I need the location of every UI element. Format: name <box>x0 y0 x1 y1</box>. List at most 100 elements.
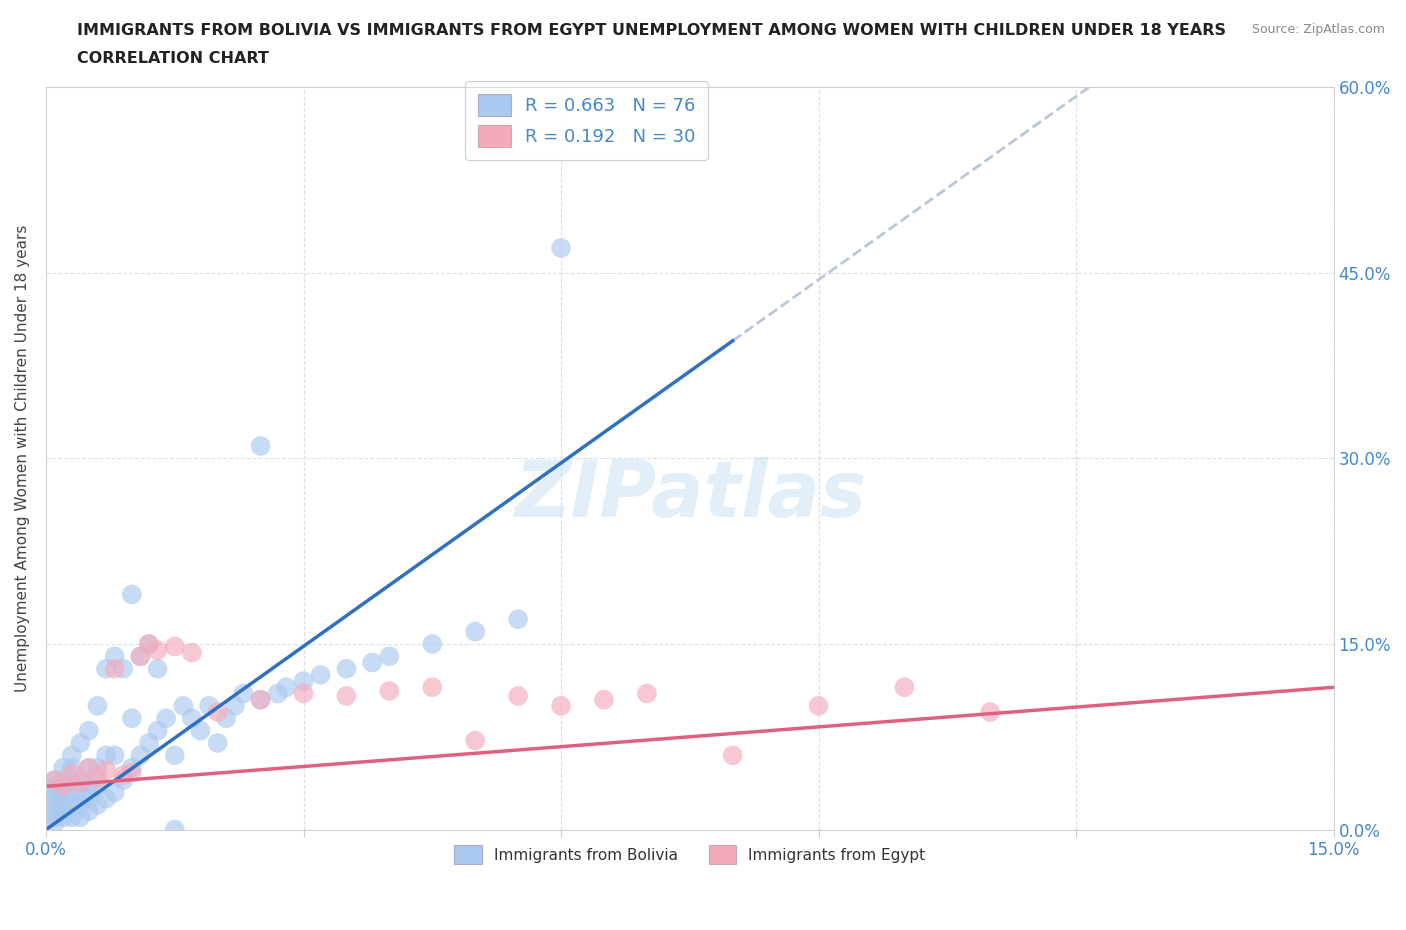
Point <box>420 636 443 651</box>
Point <box>207 736 229 751</box>
Point <box>69 775 91 790</box>
Point <box>335 688 357 703</box>
Legend: Immigrants from Bolivia, Immigrants from Egypt: Immigrants from Bolivia, Immigrants from… <box>449 840 932 870</box>
Point <box>129 649 152 664</box>
Text: IMMIGRANTS FROM BOLIVIA VS IMMIGRANTS FROM EGYPT UNEMPLOYMENT AMONG WOMEN WITH C: IMMIGRANTS FROM BOLIVIA VS IMMIGRANTS FR… <box>77 23 1226 38</box>
Point <box>207 705 229 720</box>
Point <box>60 766 83 781</box>
Point <box>77 761 100 776</box>
Point <box>86 698 108 713</box>
Point <box>893 680 915 695</box>
Point <box>138 636 160 651</box>
Point <box>335 661 357 676</box>
Point <box>44 791 66 806</box>
Point <box>276 680 298 695</box>
Y-axis label: Unemployment Among Women with Children Under 18 years: Unemployment Among Women with Children U… <box>15 225 30 692</box>
Point <box>198 698 221 713</box>
Point <box>44 773 66 788</box>
Point <box>52 797 75 812</box>
Point <box>155 711 177 725</box>
Point <box>593 692 616 707</box>
Point <box>378 649 401 664</box>
Point <box>146 661 169 676</box>
Point <box>267 686 290 701</box>
Point <box>232 686 254 701</box>
Point <box>69 810 91 825</box>
Point <box>163 748 186 763</box>
Point <box>550 698 572 713</box>
Point <box>44 778 66 793</box>
Point <box>112 767 135 782</box>
Point <box>60 773 83 788</box>
Point <box>104 649 127 664</box>
Point <box>77 724 100 738</box>
Point <box>121 711 143 725</box>
Point <box>180 645 202 660</box>
Point <box>44 785 66 800</box>
Point <box>86 761 108 776</box>
Point <box>86 770 108 785</box>
Point <box>508 688 530 703</box>
Point <box>69 785 91 800</box>
Point <box>190 724 212 738</box>
Point <box>94 791 117 806</box>
Point <box>146 724 169 738</box>
Point <box>378 684 401 698</box>
Point <box>77 761 100 776</box>
Point <box>112 661 135 676</box>
Point <box>121 761 143 776</box>
Point <box>180 711 202 725</box>
Point <box>52 804 75 818</box>
Point <box>104 748 127 763</box>
Point <box>121 765 143 780</box>
Point <box>60 748 83 763</box>
Point <box>104 661 127 676</box>
Point <box>60 761 83 776</box>
Point <box>807 698 830 713</box>
Point <box>44 773 66 788</box>
Point <box>44 797 66 812</box>
Point <box>224 698 246 713</box>
Point <box>464 624 486 639</box>
Point <box>292 686 315 701</box>
Text: ZIPatlas: ZIPatlas <box>513 458 866 534</box>
Point <box>52 810 75 825</box>
Point <box>249 692 271 707</box>
Point <box>138 636 160 651</box>
Point <box>361 655 384 670</box>
Point <box>309 668 332 683</box>
Text: CORRELATION CHART: CORRELATION CHART <box>77 51 269 66</box>
Point <box>94 748 117 763</box>
Point <box>464 733 486 748</box>
Point <box>77 778 100 793</box>
Point <box>52 778 75 793</box>
Point <box>104 785 127 800</box>
Point <box>44 810 66 825</box>
Point <box>721 748 744 763</box>
Point <box>129 649 152 664</box>
Point <box>172 698 194 713</box>
Point <box>636 686 658 701</box>
Point <box>60 797 83 812</box>
Point <box>69 797 91 812</box>
Point <box>215 711 238 725</box>
Point <box>129 748 152 763</box>
Point <box>77 804 100 818</box>
Text: Source: ZipAtlas.com: Source: ZipAtlas.com <box>1251 23 1385 36</box>
Point <box>163 822 186 837</box>
Point <box>69 773 91 788</box>
Point <box>86 797 108 812</box>
Point <box>163 639 186 654</box>
Point <box>508 612 530 627</box>
Point <box>69 736 91 751</box>
Point <box>112 773 135 788</box>
Point <box>146 643 169 658</box>
Point <box>550 241 572 256</box>
Point <box>86 778 108 793</box>
Point <box>44 804 66 818</box>
Point <box>249 692 271 707</box>
Point <box>60 810 83 825</box>
Point <box>77 791 100 806</box>
Point <box>52 761 75 776</box>
Point <box>52 773 75 788</box>
